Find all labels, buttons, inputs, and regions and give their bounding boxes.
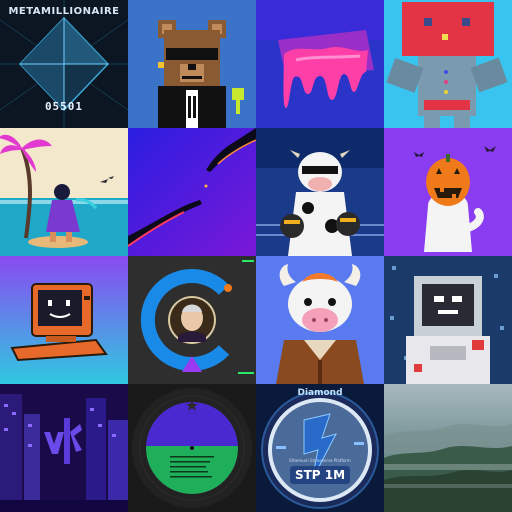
nft-tile-island-girl[interactable] bbox=[0, 128, 128, 256]
nft-tile-pixel-bear[interactable] bbox=[128, 0, 256, 128]
crystal-pyramid-artwork bbox=[0, 0, 128, 128]
diamond-badge-artwork bbox=[256, 384, 384, 512]
nft-tile-retro-computer[interactable] bbox=[0, 256, 128, 384]
nft-tile-box-robot[interactable] bbox=[384, 0, 512, 128]
nft-tile-aviator-bull[interactable] bbox=[256, 256, 384, 384]
nft-tile-neon-city[interactable] bbox=[0, 384, 128, 512]
pixel-astronaut-artwork bbox=[384, 256, 512, 384]
nft-tile-pumpkin-ghost[interactable] bbox=[384, 128, 512, 256]
nft-tile-c-portrait[interactable] bbox=[128, 256, 256, 384]
pixel-bear-artwork bbox=[128, 0, 256, 128]
nft-tile-reaching-hands[interactable] bbox=[128, 128, 256, 256]
box-robot-artwork bbox=[384, 0, 512, 128]
reaching-hands-artwork bbox=[128, 128, 256, 256]
nft-tile-pixel-astronaut[interactable] bbox=[384, 256, 512, 384]
aviator-bull-artwork bbox=[256, 256, 384, 384]
misty-forest-artwork bbox=[384, 384, 512, 512]
nft-tile-vinyl-record[interactable] bbox=[128, 384, 256, 512]
retro-computer-artwork bbox=[0, 256, 128, 384]
nft-tile-boxing-cow[interactable] bbox=[256, 128, 384, 256]
neon-city-artwork bbox=[0, 384, 128, 512]
nft-tile-diamond-badge[interactable]: Diamond Ethereum Stoneverse Platform STP… bbox=[256, 384, 384, 512]
nft-tile-metamillionaire[interactable]: METAMILLIONAIRE 05501 bbox=[0, 0, 128, 128]
boxing-cow-artwork bbox=[256, 128, 384, 256]
island-girl-artwork bbox=[0, 128, 128, 256]
nft-tile-misty-forest[interactable] bbox=[384, 384, 512, 512]
drip-abstract-artwork bbox=[256, 0, 384, 128]
pumpkin-ghost-artwork bbox=[384, 128, 512, 256]
vinyl-record-artwork bbox=[128, 384, 256, 512]
c-portrait-artwork bbox=[128, 256, 256, 384]
nft-tile-drip-abstract[interactable] bbox=[256, 0, 384, 128]
